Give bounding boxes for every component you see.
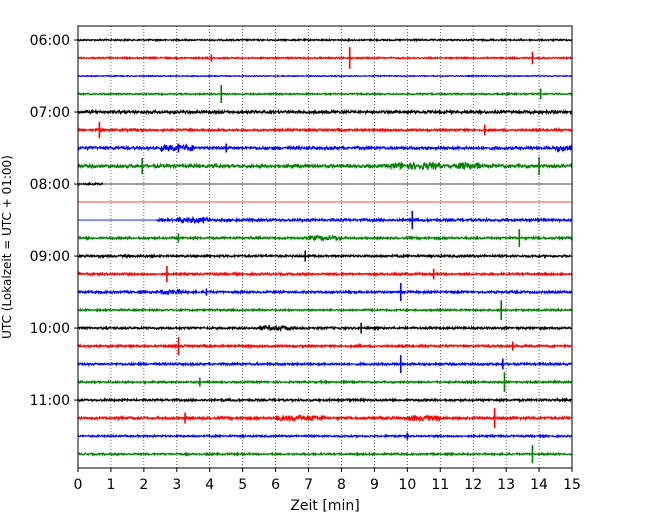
x-axis-ticks: 0 1 2 3 4 5 6 7 8 9 10 11 12 13 14 15	[74, 468, 581, 493]
x-tick-label: 14	[530, 477, 548, 493]
y-axis-label: UTC (Lokalzeit = UTC + 01:00)	[0, 155, 14, 339]
x-tick-label: 2	[139, 477, 148, 493]
trace-line	[77, 55, 573, 61]
trace-line	[77, 126, 573, 134]
x-axis-label: Zeit [min]	[290, 498, 359, 514]
x-tick-label: 5	[238, 477, 247, 493]
trace-line	[77, 252, 572, 260]
trace-line	[77, 181, 104, 187]
trace-line	[77, 37, 573, 43]
trace-line	[77, 160, 573, 172]
trace-line	[77, 379, 573, 386]
y-tick-label: 08:00	[30, 177, 70, 193]
trace-line	[77, 360, 573, 368]
trace-line	[77, 143, 573, 153]
trace-line	[77, 234, 573, 242]
trace-line	[77, 433, 573, 440]
y-tick-label: 07:00	[30, 105, 70, 121]
y-tick-label: 06:00	[30, 33, 70, 49]
trace-line	[77, 91, 573, 97]
y-tick-label: 11:00	[30, 393, 70, 409]
x-tick-label: 7	[304, 477, 313, 493]
x-tick-label: 3	[172, 477, 181, 493]
trace-line	[77, 342, 573, 350]
y-tick-label: 10:00	[30, 321, 70, 337]
trace-line	[77, 451, 572, 458]
trace-line	[77, 74, 573, 78]
trace-line	[77, 324, 572, 333]
x-tick-label: 13	[497, 477, 515, 493]
x-tick-label: 6	[271, 477, 280, 493]
trace-line	[77, 270, 573, 278]
plot-frame	[77, 25, 573, 469]
y-tick-label: 09:00	[30, 249, 70, 265]
trace-group	[77, 37, 573, 464]
x-tick-label: 10	[398, 477, 416, 493]
trace-line	[77, 288, 572, 296]
trace-line	[77, 413, 573, 423]
x-tick-label: 8	[337, 477, 346, 493]
x-tick-label: 1	[106, 477, 115, 493]
x-tick-label: 15	[563, 477, 581, 493]
x-tick-label: 12	[464, 477, 482, 493]
x-tick-label: 11	[431, 477, 449, 493]
x-tick-label: 4	[205, 477, 214, 493]
trace-line	[77, 108, 573, 116]
y-axis-ticks: 06:00 07:00 08:00 09:00 10:00 11:00	[30, 33, 78, 409]
x-tick-label: 0	[74, 477, 83, 493]
trace-line	[156, 215, 573, 225]
x-tick-label: 9	[370, 477, 379, 493]
trace-line	[77, 307, 573, 313]
trace-line	[77, 396, 573, 404]
